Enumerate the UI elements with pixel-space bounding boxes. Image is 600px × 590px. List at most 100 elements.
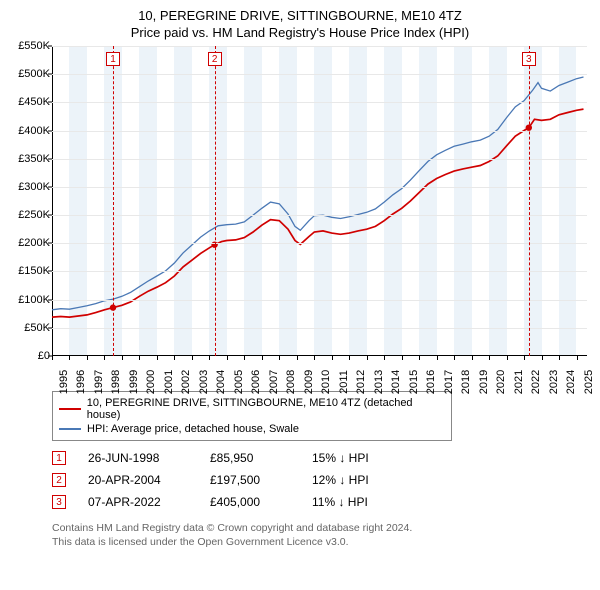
x-axis-label: 2020 (495, 370, 507, 394)
x-axis-label: 2021 (513, 370, 525, 394)
x-tick (192, 356, 193, 360)
x-tick (52, 356, 53, 360)
license-footer: Contains HM Land Registry data © Crown c… (52, 521, 592, 549)
legend-swatch (59, 408, 81, 410)
x-axis-label: 2009 (303, 370, 315, 394)
x-tick (69, 356, 70, 360)
footer-line: This data is licensed under the Open Gov… (52, 535, 592, 549)
x-tick (577, 356, 578, 360)
sale-row: 126-JUN-1998£85,95015% ↓ HPI (52, 447, 592, 469)
legend-row-hpi: HPI: Average price, detached house, Swal… (59, 422, 445, 436)
legend: 10, PEREGRINE DRIVE, SITTINGBOURNE, ME10… (52, 391, 452, 441)
x-tick (349, 356, 350, 360)
x-axis-label: 2005 (233, 370, 245, 394)
x-axis-label: 2012 (355, 370, 367, 394)
y-axis-label: £350K (18, 153, 50, 165)
sale-number-box: 1 (52, 451, 66, 465)
legend-label: 10, PEREGRINE DRIVE, SITTINGBOURNE, ME10… (87, 397, 445, 421)
x-tick (367, 356, 368, 360)
x-tick (104, 356, 105, 360)
legend-swatch (59, 428, 81, 430)
gridline (52, 215, 587, 216)
y-axis-label: £100K (18, 294, 50, 306)
sale-marker-box: 3 (522, 52, 536, 66)
x-tick (157, 356, 158, 360)
x-tick (419, 356, 420, 360)
chart-container: £0£50K£100K£150K£200K£250K£300K£350K£400… (8, 46, 592, 381)
y-axis-label: £0 (38, 350, 50, 362)
x-axis-label: 2017 (443, 370, 455, 394)
x-tick (122, 356, 123, 360)
x-axis-label: 2008 (285, 370, 297, 394)
gridline (52, 328, 587, 329)
gridline (52, 46, 587, 47)
sale-number-box: 3 (52, 495, 66, 509)
x-tick (174, 356, 175, 360)
x-axis-label: 2019 (478, 370, 490, 394)
x-axis-label: 1995 (58, 370, 70, 394)
gridline (52, 243, 587, 244)
x-axis-label: 2001 (163, 370, 175, 394)
sale-marker-box: 2 (208, 52, 222, 66)
x-axis-label: 1996 (75, 370, 87, 394)
x-tick (489, 356, 490, 360)
series-price_paid (52, 109, 584, 317)
x-tick (332, 356, 333, 360)
y-axis-label: £300K (18, 181, 50, 193)
y-axis-label: £200K (18, 237, 50, 249)
x-tick (279, 356, 280, 360)
x-axis-label: 2018 (460, 370, 472, 394)
gridline (52, 159, 587, 160)
series-hpi (52, 77, 584, 310)
sale-marker-line (113, 46, 114, 356)
x-axis-label: 2002 (180, 370, 192, 394)
x-tick (384, 356, 385, 360)
sale-diff: 11% ↓ HPI (312, 495, 392, 509)
x-axis-label: 2007 (268, 370, 280, 394)
sale-number-box: 2 (52, 473, 66, 487)
sale-price: £85,950 (210, 451, 290, 465)
y-axis-label: £500K (18, 68, 50, 80)
gridline (52, 74, 587, 75)
x-tick (87, 356, 88, 360)
x-tick (262, 356, 263, 360)
y-axis-label: £150K (18, 265, 50, 277)
legend-label: HPI: Average price, detached house, Swal… (87, 423, 299, 435)
sale-diff: 12% ↓ HPI (312, 473, 392, 487)
x-axis-label: 1998 (110, 370, 122, 394)
x-tick (209, 356, 210, 360)
y-axis-label: £450K (18, 96, 50, 108)
gridline (52, 131, 587, 132)
sale-diff: 15% ↓ HPI (312, 451, 392, 465)
x-tick (244, 356, 245, 360)
x-axis-label: 2015 (408, 370, 420, 394)
sale-marker-box: 1 (106, 52, 120, 66)
x-axis-label: 2014 (390, 370, 402, 394)
x-axis-label: 2003 (198, 370, 210, 394)
x-tick (437, 356, 438, 360)
x-axis-label: 2010 (320, 370, 332, 394)
chart-title: 10, PEREGRINE DRIVE, SITTINGBOURNE, ME10… (8, 8, 592, 23)
gridline (52, 271, 587, 272)
y-axis-label: £50K (24, 322, 50, 334)
gridline (52, 102, 587, 103)
x-tick (297, 356, 298, 360)
x-tick (314, 356, 315, 360)
chart-svg (52, 46, 587, 356)
x-tick (227, 356, 228, 360)
x-axis-label: 1999 (128, 370, 140, 394)
y-axis-label: £250K (18, 209, 50, 221)
sale-row: 220-APR-2004£197,50012% ↓ HPI (52, 469, 592, 491)
x-axis-label: 2004 (215, 370, 227, 394)
x-axis-label: 2025 (583, 370, 595, 394)
x-axis-label: 2006 (250, 370, 262, 394)
legend-row-price-paid: 10, PEREGRINE DRIVE, SITTINGBOURNE, ME10… (59, 396, 445, 422)
footer-line: Contains HM Land Registry data © Crown c… (52, 521, 592, 535)
sale-price: £405,000 (210, 495, 290, 509)
x-tick (472, 356, 473, 360)
x-axis-label: 2000 (145, 370, 157, 394)
chart-subtitle: Price paid vs. HM Land Registry's House … (8, 25, 592, 40)
sale-date: 07-APR-2022 (88, 495, 188, 509)
gridline (52, 187, 587, 188)
x-axis-label: 2016 (425, 370, 437, 394)
